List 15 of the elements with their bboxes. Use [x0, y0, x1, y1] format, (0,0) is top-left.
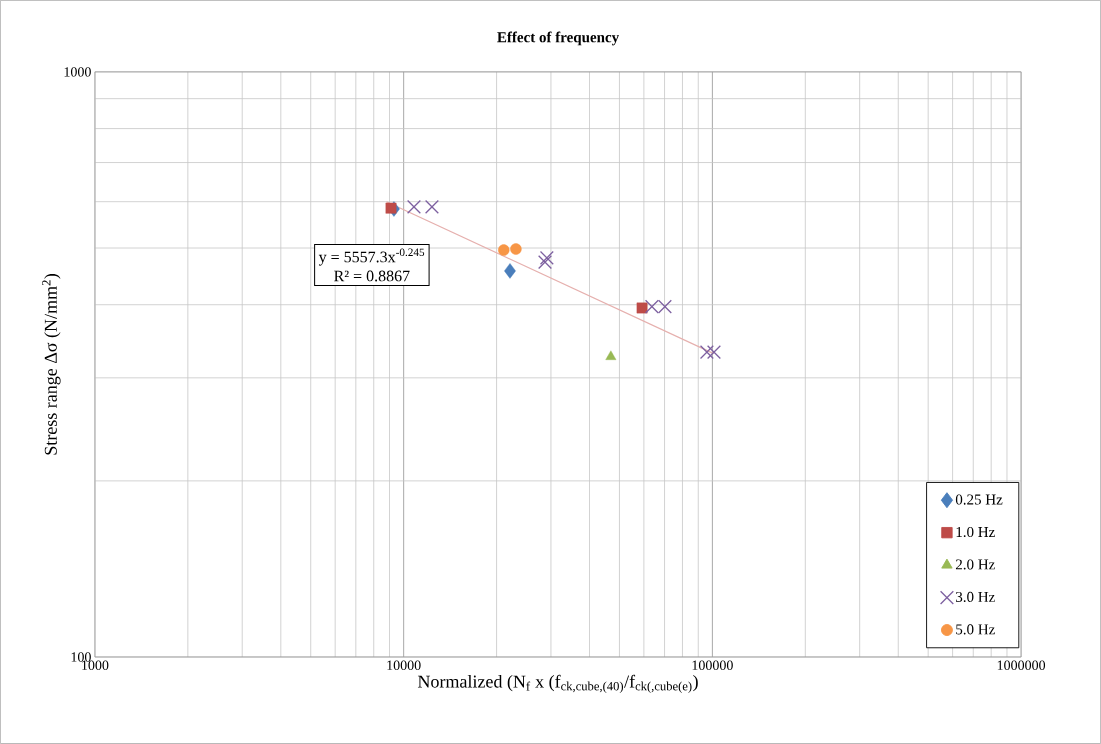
legend-label: 1.0 Hz — [956, 526, 995, 538]
legend-label: 2.0 Hz — [955, 559, 995, 570]
x-axis-title: Normalized (N$_{f}$ x (f$_{ck,cube,(40)}$/f$_{ck(,cube(e)}$) — [417, 674, 698, 694]
annotation: R² = 0.8867 — [334, 270, 410, 282]
legend-label: 5.0 Hz — [956, 624, 995, 635]
legend-label: 0.25 Hz — [955, 494, 1003, 505]
chart-title: Effect of frequency — [497, 31, 619, 46]
x-tick-label: 1000 — [82, 660, 109, 670]
annotation: y = 5557.3x$^{-0.245}$ — [318, 248, 425, 266]
x-tick-label: 1000000 — [997, 660, 1046, 670]
y-tick-label: 100 — [71, 652, 91, 662]
y-axis-title: Stress range Δσ (N/mm$^{2}$) — [42, 273, 61, 455]
x-tick-label: 100000 — [692, 660, 733, 670]
x-tick-label: 10000 — [387, 660, 421, 670]
legend-label: 3.0 Hz — [956, 591, 995, 603]
